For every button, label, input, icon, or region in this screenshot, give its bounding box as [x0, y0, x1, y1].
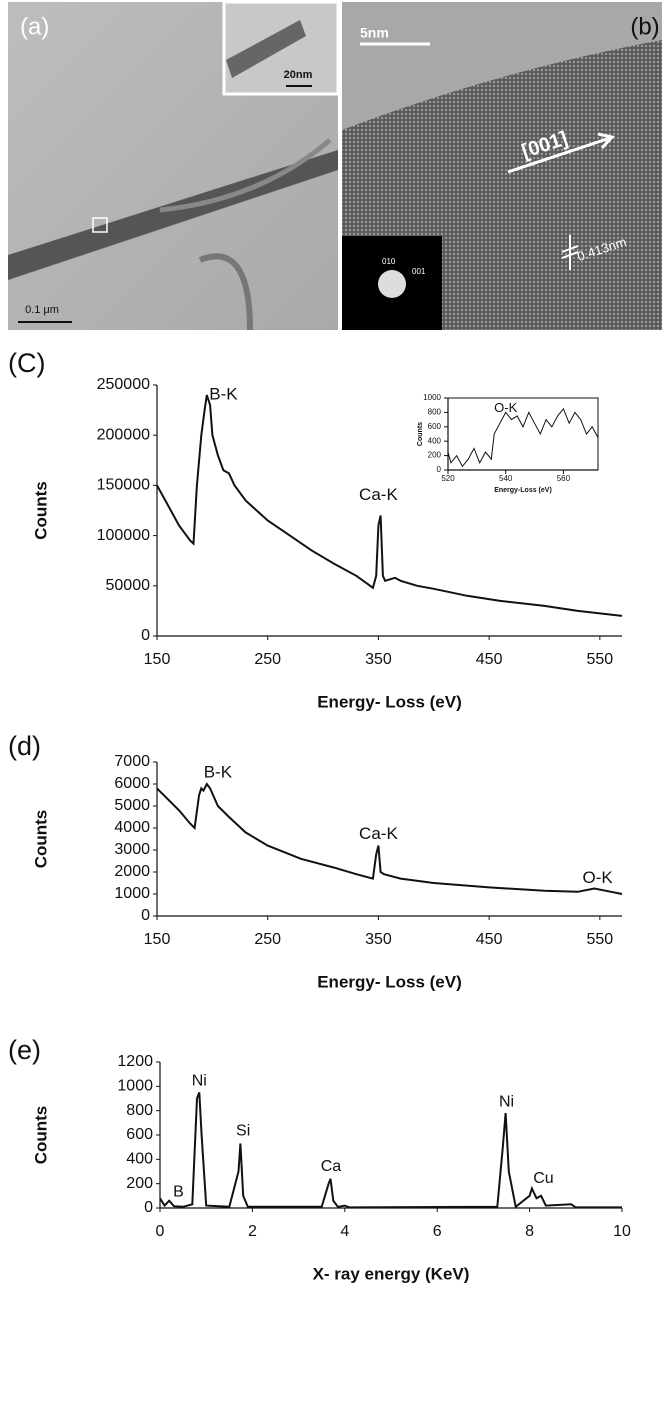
x-axis-title: Energy- Loss (eV): [317, 692, 462, 711]
peak-label: Ca-K: [359, 824, 398, 843]
peak-label: B-K: [204, 762, 233, 781]
peak-label: B-K: [209, 385, 238, 404]
peak-label: B: [173, 1183, 184, 1200]
y-tick-label: 600: [428, 422, 442, 431]
spectrum-line: [156, 394, 623, 617]
y-tick-label: 400: [428, 436, 442, 445]
y-axis-title: Counts: [31, 810, 50, 869]
panel-b: 5nm (b) [001] 0.413nm 010 001: [342, 2, 662, 330]
y-tick-label: 1000: [114, 885, 150, 902]
peak-label: Si: [236, 1123, 250, 1140]
x-tick-label: 8: [525, 1223, 534, 1240]
x-tick-label: 150: [144, 651, 171, 668]
plot-frame: [447, 397, 599, 471]
y-axis-title: Counts: [31, 1106, 50, 1165]
x-tick-label: 6: [433, 1223, 442, 1240]
x-tick-label: 550: [587, 931, 614, 948]
y-tick-label: 0: [144, 1199, 153, 1216]
x-tick-label: 450: [476, 931, 503, 948]
y-tick-label: 800: [126, 1102, 153, 1119]
peak-label: Cu: [533, 1170, 553, 1187]
spectrum-line: [159, 1092, 622, 1209]
x-tick-label: 4: [340, 1223, 349, 1240]
panel-label: (d): [8, 731, 41, 761]
y-tick-label: 1000: [117, 1078, 153, 1095]
y-tick-label: 250000: [97, 376, 150, 393]
diffraction-label: 001: [412, 267, 426, 276]
x-tick-label: 150: [144, 931, 171, 948]
y-tick-label: 0: [141, 907, 150, 924]
peak-label: Ca: [321, 1158, 342, 1175]
y-tick-label: 4000: [114, 819, 150, 836]
diffraction-spot: [378, 270, 406, 298]
y-tick-label: 800: [428, 408, 442, 417]
y-tick-label: 1000: [423, 393, 441, 402]
peak-label: Ni: [499, 1093, 514, 1110]
panel-label: (b): [630, 13, 659, 40]
scale-label: 0.1 μm: [25, 304, 59, 316]
x-tick-label: 250: [254, 651, 281, 668]
x-tick-label: 350: [365, 931, 392, 948]
x-tick-label: 550: [587, 651, 614, 668]
x-axis-title: Energy- Loss (eV): [317, 972, 462, 991]
x-tick-label: 250: [254, 931, 281, 948]
y-tick-label: 600: [126, 1126, 153, 1143]
x-axis-title: X- ray energy (KeV): [313, 1264, 470, 1283]
peak-label: O-K: [583, 868, 614, 887]
wire: [159, 138, 332, 213]
y-tick-label: 1200: [117, 1053, 153, 1070]
y-tick-label: 2000: [114, 863, 150, 880]
spacing-marker: [561, 235, 579, 270]
y-tick-label: 6000: [114, 775, 150, 792]
scale-label: 20nm: [284, 69, 313, 81]
x-tick-label: 0: [156, 1223, 165, 1240]
y-axis-title: Counts: [31, 481, 50, 540]
x-tick-label: 450: [476, 651, 503, 668]
diffraction-label: 010: [382, 257, 396, 266]
arrow-head: [597, 132, 615, 150]
y-tick-label: 200000: [97, 426, 150, 443]
y-axis-title: Counts: [417, 422, 424, 446]
y-tick-label: 200: [126, 1175, 153, 1192]
nanowire: [8, 150, 338, 280]
x-axis-title: Energy-Loss (eV): [494, 487, 552, 494]
y-tick-label: 200: [428, 451, 442, 460]
peak-label: Ni: [192, 1073, 207, 1090]
panel-label: (a): [20, 13, 49, 40]
y-tick-label: 0: [437, 465, 442, 474]
spectrum-line: [447, 407, 599, 468]
x-tick-label: 10: [613, 1223, 631, 1240]
spectrum-line: [156, 782, 623, 895]
x-tick-label: 560: [557, 474, 571, 483]
x-tick-label: 520: [441, 474, 455, 483]
y-tick-label: 0: [141, 627, 150, 644]
y-tick-label: 400: [126, 1151, 153, 1168]
y-tick-label: 5000: [114, 797, 150, 814]
x-tick-label: 540: [499, 474, 513, 483]
vacuum: [342, 2, 662, 130]
arrow: [507, 136, 611, 174]
peak-label: O-K: [494, 400, 517, 415]
x-tick-label: 2: [248, 1223, 257, 1240]
wire: [198, 253, 253, 331]
y-tick-label: 7000: [114, 753, 150, 770]
y-tick-label: 50000: [106, 577, 151, 594]
marker-box: [92, 217, 108, 233]
panel-a: (a) 20nm 0.1 μm: [8, 0, 340, 331]
nanowire-tip: [226, 20, 306, 78]
panel-label: (C): [8, 348, 45, 378]
scale-label: 5nm: [360, 25, 389, 41]
x-tick-label: 350: [365, 651, 392, 668]
y-tick-label: 150000: [97, 477, 150, 494]
peak-label: Ca-K: [359, 485, 398, 504]
y-tick-label: 100000: [97, 527, 150, 544]
y-tick-label: 3000: [114, 841, 150, 858]
panel-label: (e): [8, 1035, 41, 1065]
